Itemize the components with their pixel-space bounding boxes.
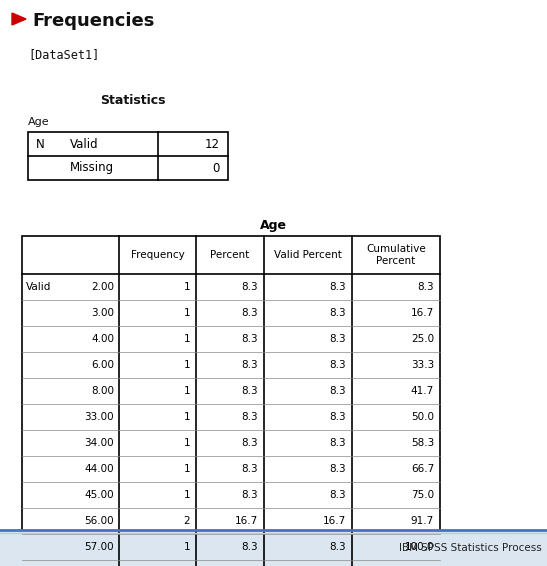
Text: 8.3: 8.3: [241, 490, 258, 500]
Text: 8.3: 8.3: [241, 542, 258, 552]
Text: Percent: Percent: [211, 250, 249, 260]
Text: Cumulative
Percent: Cumulative Percent: [366, 244, 426, 266]
Text: Valid: Valid: [26, 282, 51, 292]
Text: 8.3: 8.3: [329, 360, 346, 370]
Text: 8.3: 8.3: [241, 334, 258, 344]
Bar: [0, 530, 547, 566]
Text: 8.3: 8.3: [329, 464, 346, 474]
Text: 16.7: 16.7: [323, 516, 346, 526]
Text: 8.3: 8.3: [241, 308, 258, 318]
Text: [DataSet1]: [DataSet1]: [28, 49, 99, 62]
Text: 1: 1: [183, 360, 190, 370]
Text: 25.0: 25.0: [411, 334, 434, 344]
Text: 50.0: 50.0: [411, 412, 434, 422]
Text: 1: 1: [183, 412, 190, 422]
Text: 66.7: 66.7: [411, 464, 434, 474]
Text: 44.00: 44.00: [84, 464, 114, 474]
Text: Valid: Valid: [70, 138, 98, 151]
Text: 8.3: 8.3: [241, 386, 258, 396]
Text: Frequencies: Frequencies: [32, 12, 154, 30]
Text: Missing: Missing: [70, 161, 114, 174]
Text: 58.3: 58.3: [411, 438, 434, 448]
Text: 1: 1: [183, 282, 190, 292]
Text: 8.3: 8.3: [329, 282, 346, 292]
Text: 8.3: 8.3: [329, 542, 346, 552]
Text: 91.7: 91.7: [411, 516, 434, 526]
Text: 1: 1: [183, 464, 190, 474]
Text: 8.3: 8.3: [241, 360, 258, 370]
Text: Valid Percent: Valid Percent: [274, 250, 342, 260]
Text: 3.00: 3.00: [91, 308, 114, 318]
Text: 8.3: 8.3: [329, 438, 346, 448]
Text: 2: 2: [183, 516, 190, 526]
Text: Frequency: Frequency: [131, 250, 184, 260]
Text: Statistics: Statistics: [100, 93, 166, 106]
Text: 8.3: 8.3: [329, 490, 346, 500]
Text: 1: 1: [183, 386, 190, 396]
Text: 16.7: 16.7: [235, 516, 258, 526]
Text: 1: 1: [183, 438, 190, 448]
Bar: [28, 132, 228, 180]
Text: 8.3: 8.3: [329, 334, 346, 344]
Text: 8.3: 8.3: [241, 282, 258, 292]
Text: 1: 1: [183, 490, 190, 500]
Text: 8.3: 8.3: [329, 308, 346, 318]
Text: 33.3: 33.3: [411, 360, 434, 370]
Polygon shape: [12, 13, 26, 25]
Text: 57.00: 57.00: [84, 542, 114, 552]
Text: 8.3: 8.3: [241, 464, 258, 474]
Text: 34.00: 34.00: [84, 438, 114, 448]
Text: IBM SPSS Statistics Process: IBM SPSS Statistics Process: [399, 543, 542, 553]
Text: 8.3: 8.3: [241, 438, 258, 448]
Text: 8.3: 8.3: [417, 282, 434, 292]
Bar: [22, 236, 440, 566]
Text: 8.3: 8.3: [329, 412, 346, 422]
Text: Age: Age: [28, 117, 50, 127]
Text: 16.7: 16.7: [411, 308, 434, 318]
Text: 41.7: 41.7: [411, 386, 434, 396]
Text: 1: 1: [183, 308, 190, 318]
Text: 45.00: 45.00: [84, 490, 114, 500]
Text: 8.3: 8.3: [329, 386, 346, 396]
Text: 12: 12: [205, 138, 220, 151]
Text: 0: 0: [213, 161, 220, 174]
Text: 2.00: 2.00: [91, 282, 114, 292]
Text: 8.00: 8.00: [91, 386, 114, 396]
Text: 6.00: 6.00: [91, 360, 114, 370]
Text: 33.00: 33.00: [84, 412, 114, 422]
Text: 56.00: 56.00: [84, 516, 114, 526]
Text: 8.3: 8.3: [241, 412, 258, 422]
Text: 1: 1: [183, 334, 190, 344]
Text: 100.0: 100.0: [404, 542, 434, 552]
Text: N: N: [36, 138, 45, 151]
Text: 4.00: 4.00: [91, 334, 114, 344]
Text: 75.0: 75.0: [411, 490, 434, 500]
Text: 1: 1: [183, 542, 190, 552]
Text: Age: Age: [259, 218, 287, 231]
